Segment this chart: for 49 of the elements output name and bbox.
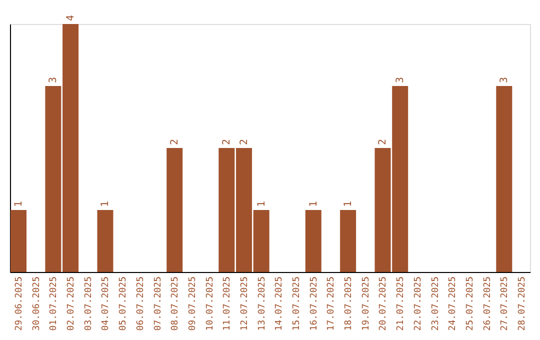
x-tick-label: 20.07.2025 bbox=[378, 276, 389, 331]
x-tick-label: 21.07.2025 bbox=[396, 276, 406, 331]
bar bbox=[340, 210, 356, 272]
x-tick-label: 28.07.2025 bbox=[518, 276, 528, 331]
data-label: 2 bbox=[170, 138, 181, 145]
x-tick-label: 10.07.2025 bbox=[205, 276, 216, 331]
x-tick-label: 17.07.2025 bbox=[326, 276, 337, 331]
x-tick-label: 13.07.2025 bbox=[257, 276, 268, 331]
bar bbox=[166, 148, 183, 272]
x-tick-label: 16.07.2025 bbox=[309, 276, 320, 331]
x-tick-label: 30.06.2025 bbox=[32, 276, 42, 331]
x-tick-label: 15.07.2025 bbox=[292, 276, 302, 331]
x-tick-label: 22.07.2025 bbox=[413, 276, 424, 331]
x-tick-label: 04.07.2025 bbox=[101, 276, 112, 331]
x-tick-label: 24.07.2025 bbox=[448, 276, 458, 331]
x-tick-label: 07.07.2025 bbox=[153, 276, 164, 331]
data-label: 3 bbox=[48, 76, 60, 83]
data-label: 2 bbox=[238, 138, 250, 145]
data-label: 2 bbox=[378, 138, 389, 145]
data-label: 2 bbox=[222, 138, 233, 145]
data-label: 1 bbox=[308, 200, 320, 207]
data-label: 1 bbox=[343, 200, 354, 207]
x-tick-label: 01.07.2025 bbox=[49, 276, 60, 331]
data-label: 3 bbox=[499, 76, 510, 83]
x-tick-label: 02.07.2025 bbox=[66, 276, 77, 331]
x-tick-label: 18.07.2025 bbox=[344, 276, 354, 331]
bar bbox=[10, 210, 26, 272]
data-label: 4 bbox=[66, 14, 77, 21]
x-tick-label: 12.07.2025 bbox=[240, 276, 250, 331]
x-tick-label: 14.07.2025 bbox=[274, 276, 285, 331]
data-label: 1 bbox=[256, 200, 268, 207]
bar bbox=[496, 86, 512, 272]
x-tick-label: 27.07.2025 bbox=[500, 276, 510, 331]
data-label: 3 bbox=[395, 76, 406, 83]
data-label: 1 bbox=[14, 200, 24, 207]
x-tick-label: 23.07.2025 bbox=[430, 276, 441, 331]
x-tick-label: 29.06.2025 bbox=[14, 276, 24, 331]
bar bbox=[305, 210, 322, 272]
x-tick-label: 03.07.2025 bbox=[84, 276, 94, 331]
x-tick-label: 26.07.2025 bbox=[482, 276, 493, 331]
bar bbox=[97, 210, 114, 272]
x-tick-label: 05.07.2025 bbox=[118, 276, 129, 331]
x-tick-label: 25.07.2025 bbox=[465, 276, 476, 331]
x-tick-label: 19.07.2025 bbox=[361, 276, 372, 331]
data-label: 1 bbox=[100, 200, 112, 207]
x-tick-label: 06.07.2025 bbox=[136, 276, 146, 331]
x-tick-label: 09.07.2025 bbox=[188, 276, 198, 331]
x-tick-label: 11.07.2025 bbox=[222, 276, 233, 331]
x-tick-label: 08.07.2025 bbox=[170, 276, 181, 331]
